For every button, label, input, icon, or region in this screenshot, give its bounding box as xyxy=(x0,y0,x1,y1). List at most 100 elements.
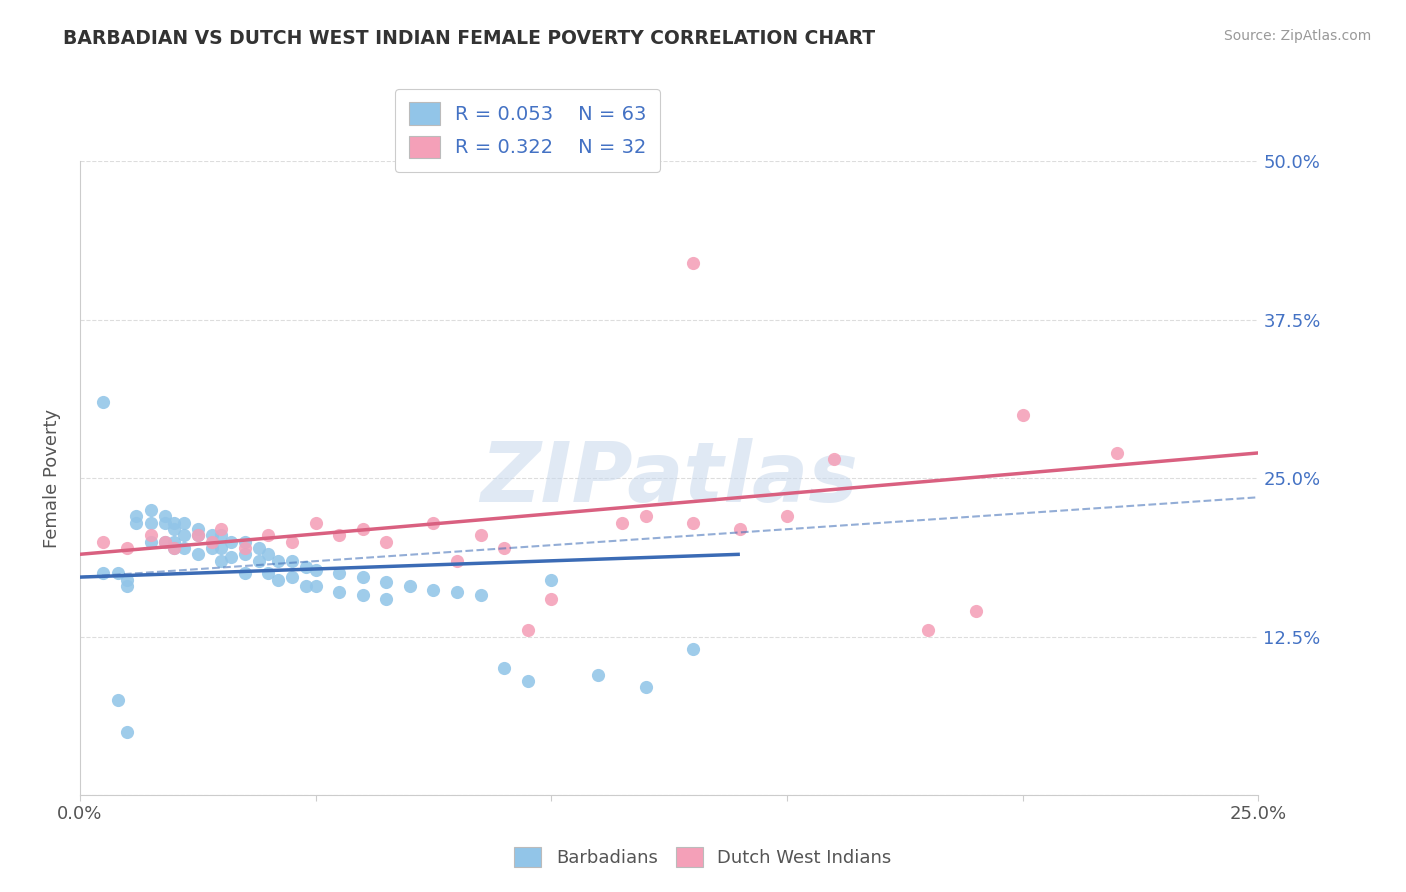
Point xyxy=(281,554,304,568)
Point xyxy=(125,516,148,530)
Point xyxy=(93,534,115,549)
Point xyxy=(375,591,398,606)
Point xyxy=(776,509,799,524)
Point xyxy=(516,673,538,688)
Point xyxy=(173,516,195,530)
Point xyxy=(328,585,350,599)
Point xyxy=(375,575,398,590)
Point xyxy=(1105,446,1128,460)
Point xyxy=(173,541,195,555)
Legend: Barbadians, Dutch West Indians: Barbadians, Dutch West Indians xyxy=(505,838,901,876)
Point xyxy=(281,570,304,584)
Point xyxy=(257,547,280,561)
Point xyxy=(257,528,280,542)
Point xyxy=(115,724,138,739)
Point xyxy=(917,624,939,638)
Point xyxy=(281,534,304,549)
Point xyxy=(163,516,186,530)
Point xyxy=(115,573,138,587)
Point xyxy=(115,541,138,555)
Point xyxy=(247,554,270,568)
Point xyxy=(209,554,232,568)
Point xyxy=(682,256,704,270)
Point xyxy=(93,395,115,409)
Point xyxy=(634,509,657,524)
Point xyxy=(201,534,224,549)
Point xyxy=(187,547,209,561)
Point xyxy=(139,516,162,530)
Point xyxy=(233,547,256,561)
Point xyxy=(163,522,186,536)
Point xyxy=(470,588,492,602)
Point xyxy=(1011,408,1033,422)
Point xyxy=(201,541,224,555)
Point xyxy=(304,516,326,530)
Point xyxy=(115,579,138,593)
Point xyxy=(247,541,270,555)
Point xyxy=(219,534,242,549)
Point xyxy=(209,541,232,555)
Point xyxy=(163,541,186,555)
Point xyxy=(446,585,468,599)
Point xyxy=(540,591,562,606)
Point xyxy=(328,566,350,581)
Point xyxy=(93,566,115,581)
Point xyxy=(634,681,657,695)
Point xyxy=(209,522,232,536)
Point xyxy=(267,554,290,568)
Point xyxy=(153,534,176,549)
Point xyxy=(540,573,562,587)
Point xyxy=(352,570,374,584)
Point xyxy=(139,503,162,517)
Point xyxy=(588,667,610,681)
Text: ZIPatlas: ZIPatlas xyxy=(481,438,858,519)
Point xyxy=(728,522,751,536)
Point xyxy=(295,560,318,574)
Point xyxy=(399,579,422,593)
Point xyxy=(494,541,516,555)
Point xyxy=(610,516,633,530)
Point xyxy=(352,522,374,536)
Point xyxy=(187,528,209,542)
Point xyxy=(295,579,318,593)
Point xyxy=(470,528,492,542)
Point xyxy=(375,534,398,549)
Point xyxy=(304,562,326,576)
Point xyxy=(446,554,468,568)
Point xyxy=(257,566,280,581)
Point xyxy=(187,522,209,536)
Text: Source: ZipAtlas.com: Source: ZipAtlas.com xyxy=(1223,29,1371,43)
Y-axis label: Female Poverty: Female Poverty xyxy=(44,409,60,548)
Point xyxy=(173,528,195,542)
Point xyxy=(233,534,256,549)
Point xyxy=(201,528,224,542)
Point xyxy=(352,588,374,602)
Point xyxy=(153,509,176,524)
Point xyxy=(139,534,162,549)
Point xyxy=(422,516,444,530)
Point xyxy=(823,452,845,467)
Point xyxy=(219,549,242,564)
Point xyxy=(139,528,162,542)
Point xyxy=(209,528,232,542)
Point xyxy=(187,528,209,542)
Point xyxy=(153,534,176,549)
Point xyxy=(682,642,704,657)
Point xyxy=(422,582,444,597)
Point xyxy=(163,541,186,555)
Point xyxy=(233,566,256,581)
Point xyxy=(125,509,148,524)
Point xyxy=(233,541,256,555)
Point xyxy=(107,693,129,707)
Point xyxy=(163,534,186,549)
Point xyxy=(328,528,350,542)
Point xyxy=(107,566,129,581)
Point xyxy=(965,604,987,618)
Point xyxy=(304,579,326,593)
Point xyxy=(267,573,290,587)
Point xyxy=(516,624,538,638)
Legend: R = 0.053    N = 63, R = 0.322    N = 32: R = 0.053 N = 63, R = 0.322 N = 32 xyxy=(395,89,661,171)
Point xyxy=(153,516,176,530)
Point xyxy=(682,516,704,530)
Text: BARBADIAN VS DUTCH WEST INDIAN FEMALE POVERTY CORRELATION CHART: BARBADIAN VS DUTCH WEST INDIAN FEMALE PO… xyxy=(63,29,876,47)
